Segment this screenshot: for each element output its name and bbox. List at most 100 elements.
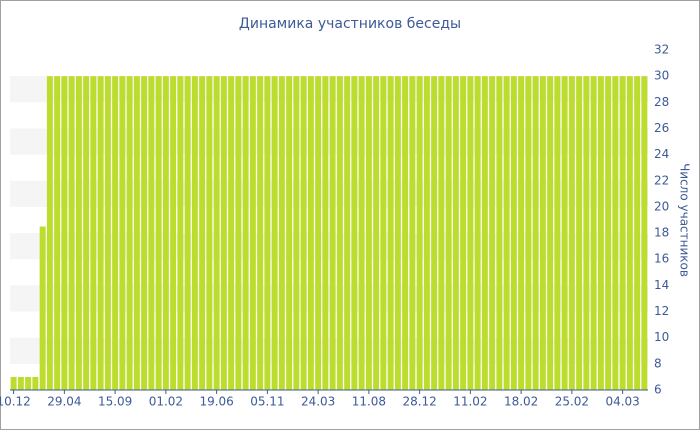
bar [54,76,61,391]
bar [119,76,126,391]
y-tick-label: 16 [654,252,669,266]
bar [249,76,256,391]
bar [257,76,264,391]
bar [409,76,416,391]
bar [547,76,554,391]
bar [133,76,140,391]
bar [423,76,430,391]
bar [452,76,459,391]
y-tick-label: 20 [654,199,669,213]
bar [510,76,517,391]
y-tick-label: 24 [654,147,669,161]
bar [68,76,75,391]
y-tick-label: 22 [654,173,669,187]
x-tick-label: 19.06 [199,395,233,409]
x-tick-label: 11.02 [453,395,487,409]
bar [177,76,184,391]
bar [90,76,97,391]
bar [213,76,220,391]
bar [126,76,133,391]
y-tick-label: 10 [654,330,669,344]
bar [184,76,191,391]
y-tick-label: 12 [654,304,669,318]
bar [162,76,169,391]
bar [286,76,293,391]
x-tick-label: 05.11 [250,395,284,409]
y-tick-label: 8 [654,356,662,370]
bar [394,76,401,391]
bar [46,76,53,391]
bar [25,376,32,390]
bar [373,76,380,391]
bar [496,76,503,391]
bar [402,76,409,391]
bar [235,76,242,391]
bar [387,76,394,391]
bar [561,76,568,391]
bar [141,76,148,391]
bar [97,76,104,391]
y-tick-label: 14 [654,278,669,292]
bar [634,76,641,391]
bar [155,76,162,391]
x-tick-label: 10.12 [0,395,31,409]
bar [148,76,155,391]
bar [300,76,307,391]
bar [605,76,612,391]
y-tick-label: 32 [654,43,669,57]
bar [104,76,111,391]
bar [525,76,532,391]
bar [170,76,177,391]
bar [293,76,300,391]
bar [358,76,365,391]
x-tick-label: 04.03 [605,395,639,409]
bar [322,76,329,391]
bar [612,76,619,391]
bar [199,76,206,391]
bar [554,76,561,391]
bar [10,376,17,390]
bar [503,76,510,391]
bar [75,76,82,391]
x-tick-label: 29.04 [47,395,81,409]
x-tick-label: 24.03 [301,395,335,409]
bar [481,76,488,391]
chart-title: Динамика участников беседы [239,16,461,32]
bar [431,76,438,391]
bar [315,76,322,391]
x-tick-label: 18.02 [504,395,538,409]
y-tick-label: 30 [654,69,669,83]
bar [474,76,481,391]
bar [206,76,213,391]
bar [416,76,423,391]
bar [365,76,372,391]
bar [228,76,235,391]
bar [39,226,46,390]
bar [220,76,227,391]
bar [532,76,539,391]
bar [590,76,597,391]
x-tick-label: 11.08 [352,395,386,409]
x-tick-label: 28.12 [402,395,436,409]
bar [467,76,474,391]
bar [380,76,387,391]
bar [619,76,626,391]
x-tick-label: 01.02 [149,395,183,409]
bar [32,376,39,390]
bar [271,76,278,391]
bar [191,76,198,391]
bar [61,76,68,391]
bar [264,76,271,391]
bar [576,76,583,391]
bar [568,76,575,391]
bar [626,76,633,391]
bar [112,76,119,391]
bar [597,76,604,391]
y-tick-label: 28 [654,95,669,109]
bar [641,76,648,391]
bar [539,76,546,391]
x-tick-label: 25.02 [555,395,589,409]
bar [583,76,590,391]
bar [445,76,452,391]
bar [336,76,343,391]
